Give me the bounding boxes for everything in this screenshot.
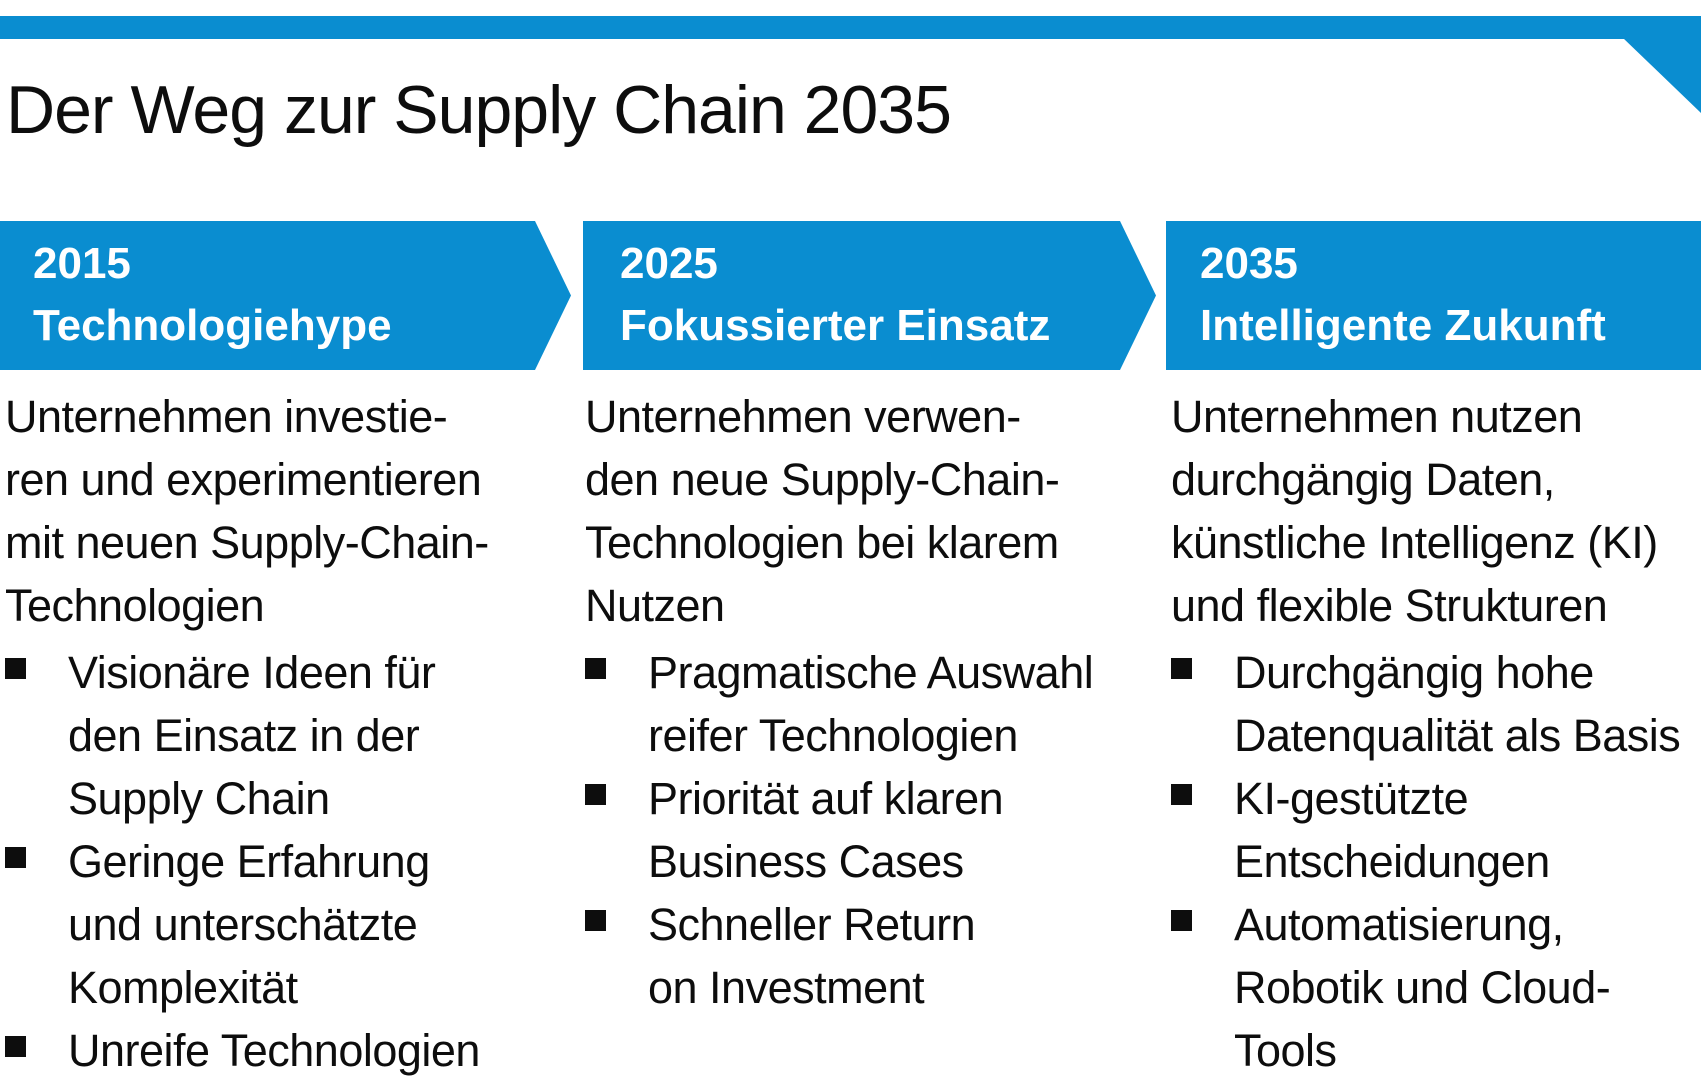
list-item: Automatisierung, Robotik und Cloud- Tool… xyxy=(1171,893,1701,1080)
bullet-text: KI-gestützte Entscheidungen xyxy=(1234,773,1550,887)
stage-column-2015: Unternehmen investie- ren und experiment… xyxy=(5,385,565,1080)
list-item: Geringe Erfahrung und unterschätzte Komp… xyxy=(5,830,565,1019)
bullet-text: Priorität auf klaren Business Cases xyxy=(648,773,1004,887)
stage-label: Technologiehype xyxy=(33,301,392,350)
list-item: Pragmatische Auswahl reifer Technologien xyxy=(585,641,1150,767)
page-title: Der Weg zur Supply Chain 2035 xyxy=(6,72,952,148)
stage-column-2035: Unternehmen nutzen durchgängig Daten, kü… xyxy=(1171,385,1701,1080)
square-bullet-icon xyxy=(585,784,606,805)
square-bullet-icon xyxy=(1171,658,1192,679)
stage-year: 2025 xyxy=(620,239,718,288)
stage-year: 2035 xyxy=(1200,239,1298,288)
list-item: Durchgängig hohe Datenqualität als Basis xyxy=(1171,641,1701,767)
top-accent-bar xyxy=(0,16,1701,39)
list-item: Visionäre Ideen für den Einsatz in der S… xyxy=(5,641,565,830)
bullet-text: Unreife Technologien xyxy=(68,1025,480,1076)
stage-intro: Unternehmen investie- ren und experiment… xyxy=(5,391,489,631)
square-bullet-icon xyxy=(585,910,606,931)
stage-column-2025: Unternehmen verwen- den neue Supply-Chai… xyxy=(585,385,1150,1019)
square-bullet-icon xyxy=(5,1036,26,1057)
square-bullet-icon xyxy=(5,847,26,868)
bullet-list: Visionäre Ideen für den Einsatz in der S… xyxy=(5,641,565,1080)
folded-corner-triangle xyxy=(1623,38,1701,113)
list-item: Unreife Technologien xyxy=(5,1019,565,1080)
bullet-text: Schneller Return on Investment xyxy=(648,899,976,1013)
bullet-list: Pragmatische Auswahl reifer Technologien… xyxy=(585,641,1150,1019)
timeline-banner-2025: 2025 Fokussierter Einsatz xyxy=(583,221,1156,370)
bullet-text: Pragmatische Auswahl reifer Technologien xyxy=(648,647,1094,761)
bullet-text: Durchgängig hohe Datenqualität als Basis xyxy=(1234,647,1681,761)
square-bullet-icon xyxy=(1171,910,1192,931)
bullet-text: Automatisierung, Robotik und Cloud- Tool… xyxy=(1234,899,1611,1076)
stage-intro: Unternehmen verwen- den neue Supply-Chai… xyxy=(585,391,1060,631)
timeline-banner-2035: 2035 Intelligente Zukunft xyxy=(1166,221,1701,370)
square-bullet-icon xyxy=(585,658,606,679)
bullet-text: Visionäre Ideen für den Einsatz in der S… xyxy=(68,647,436,824)
square-bullet-icon xyxy=(5,658,26,679)
stage-label: Intelligente Zukunft xyxy=(1200,301,1606,350)
bullet-list: Durchgängig hohe Datenqualität als Basis… xyxy=(1171,641,1701,1080)
list-item: Priorität auf klaren Business Cases xyxy=(585,767,1150,893)
stage-year: 2015 xyxy=(33,239,131,288)
list-item: KI-gestützte Entscheidungen xyxy=(1171,767,1701,893)
list-item: Schneller Return on Investment xyxy=(585,893,1150,1019)
bullet-text: Geringe Erfahrung und unterschätzte Komp… xyxy=(68,836,430,1013)
square-bullet-icon xyxy=(1171,784,1192,805)
timeline-banner-2015: 2015 Technologiehype xyxy=(0,221,571,370)
stage-label: Fokussierter Einsatz xyxy=(620,301,1051,350)
stage-intro: Unternehmen nutzen durchgängig Daten, kü… xyxy=(1171,391,1658,631)
